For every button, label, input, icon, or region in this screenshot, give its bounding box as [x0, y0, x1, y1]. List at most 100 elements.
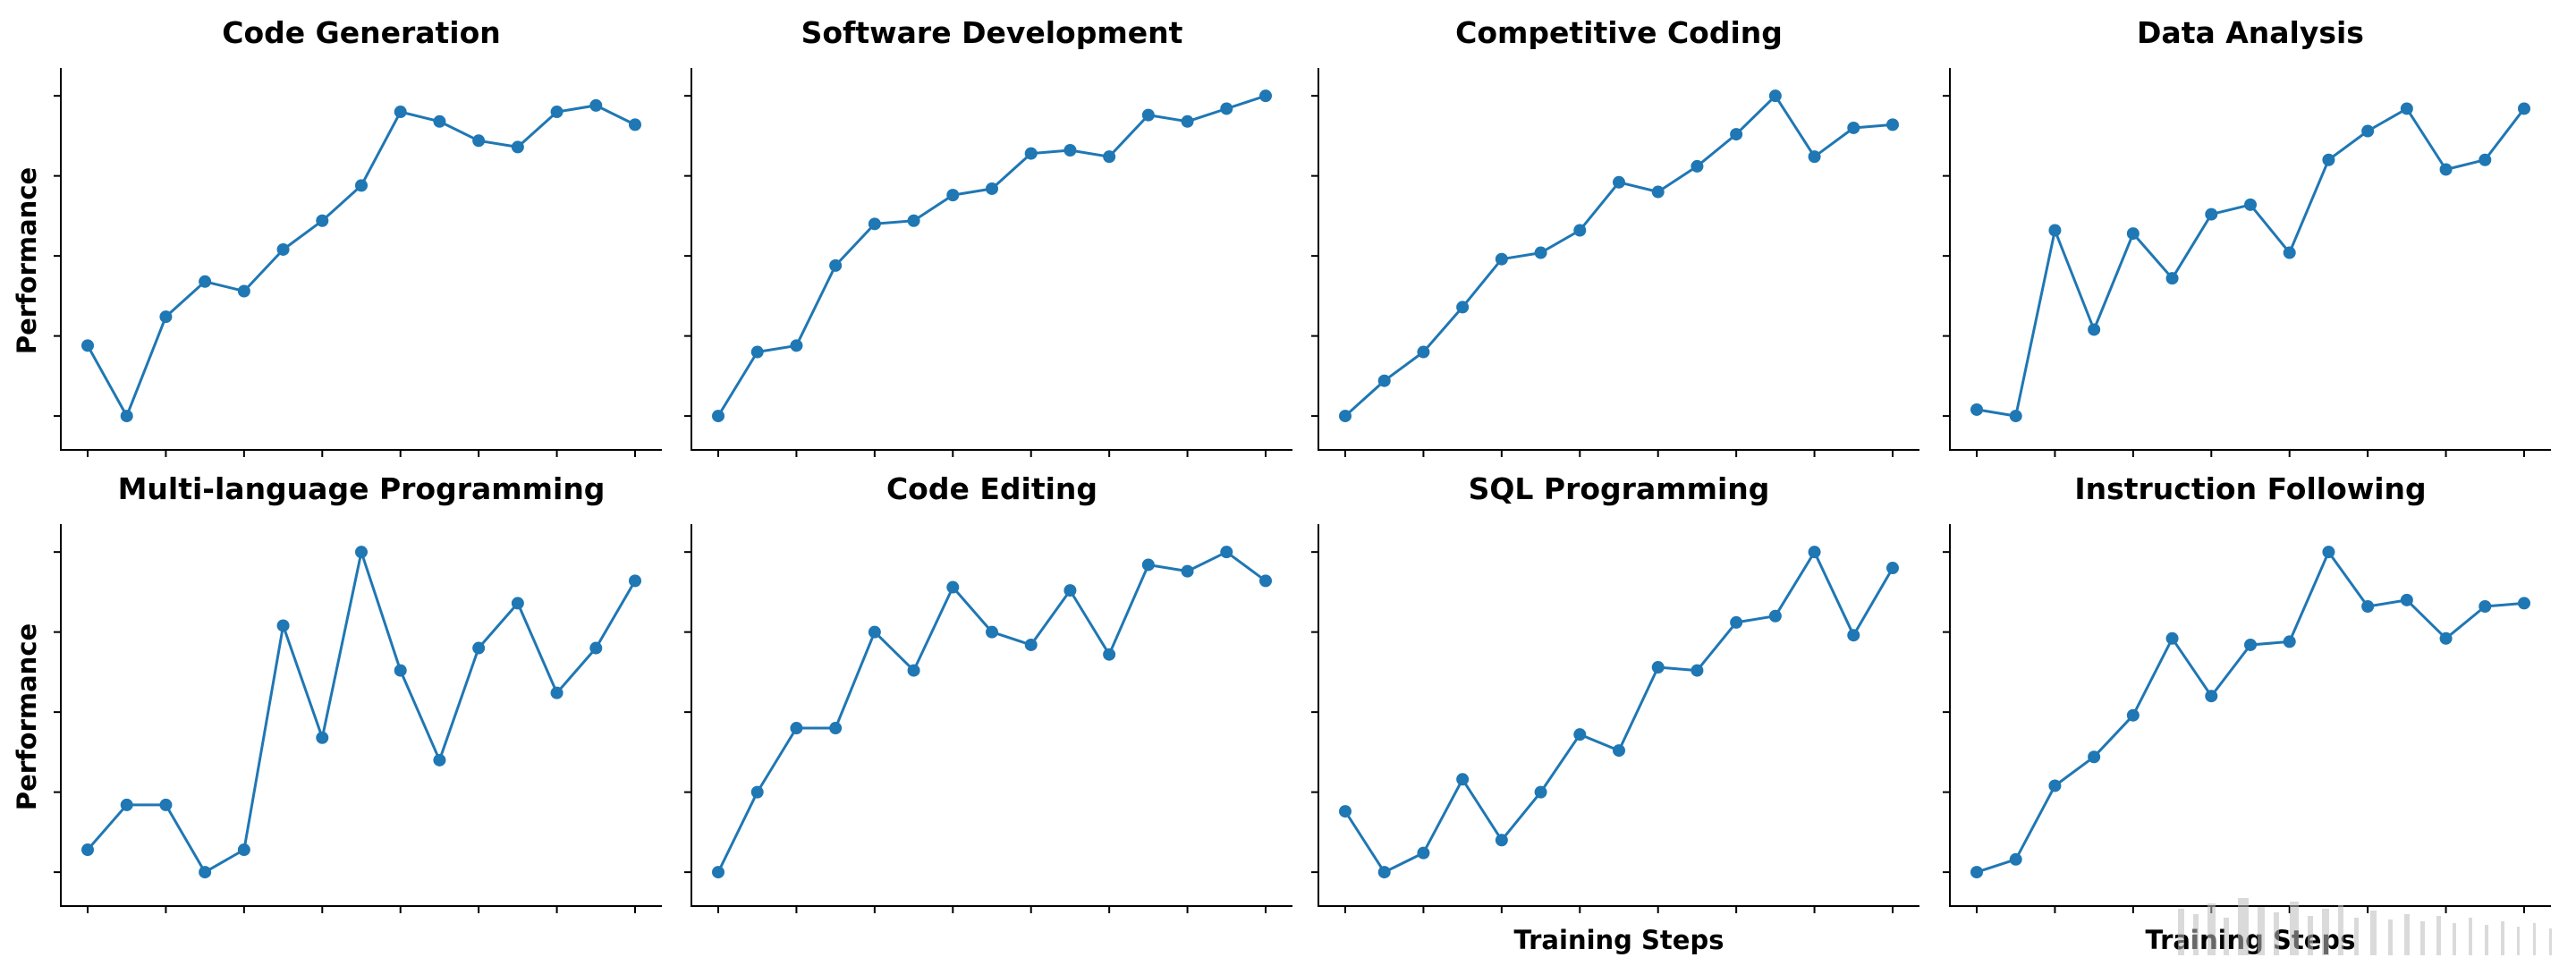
axis-spines [1949, 524, 2551, 907]
data-point [316, 731, 329, 744]
data-point [2439, 631, 2453, 645]
data-point [907, 214, 920, 227]
series-line [716, 94, 1267, 417]
data-point [276, 242, 290, 256]
axis-spines [691, 524, 1292, 907]
data-point [1024, 638, 1038, 651]
series-line [86, 104, 636, 418]
series-line [1976, 550, 2525, 874]
data-point [1024, 147, 1038, 160]
data-point [2479, 600, 2492, 614]
data-point [237, 284, 250, 298]
data-point [1808, 546, 1821, 559]
series-line [86, 550, 637, 874]
data-point [868, 625, 881, 639]
data-point [1690, 664, 1704, 677]
data-point [2244, 638, 2257, 651]
data-point [712, 410, 724, 423]
data-point [986, 625, 998, 639]
data-point [1103, 648, 1116, 661]
data-point [2361, 124, 2375, 138]
data-point [1141, 558, 1155, 572]
data-point [81, 339, 94, 352]
panel-title: Instruction Following [2074, 471, 2426, 506]
data-point [946, 189, 960, 202]
data-point [1495, 834, 1508, 847]
data-point [1573, 728, 1587, 741]
data-point [868, 217, 881, 231]
data-point [511, 140, 524, 154]
data-point [1339, 805, 1352, 818]
data-point [199, 866, 212, 879]
panel-title: Software Development [801, 15, 1183, 50]
data-point [1063, 144, 1077, 157]
data-point [1573, 224, 1587, 237]
data-point [829, 258, 843, 272]
data-point [2479, 153, 2492, 166]
data-point [1768, 609, 1782, 623]
data-point [1141, 108, 1155, 122]
data-point [750, 785, 764, 799]
y-axis-label: Performance [12, 623, 42, 810]
data-point [1970, 866, 1983, 879]
axis-spines [1949, 68, 2551, 451]
data-point [1417, 846, 1430, 860]
data-point [1613, 175, 1625, 189]
data-point [1456, 301, 1470, 314]
x-axis-label: Training Steps [1514, 925, 1724, 955]
data-point [120, 798, 133, 811]
series-line [1343, 94, 1894, 418]
watermark-glyph-bars [2178, 898, 2552, 955]
panel-title: SQL Programming [1469, 471, 1770, 506]
data-point [2400, 593, 2413, 606]
panel-title: Multi-language Programming [118, 471, 606, 506]
data-point [1495, 252, 1508, 266]
axis-spines [60, 524, 662, 907]
data-point [199, 275, 212, 288]
data-point [1417, 345, 1430, 359]
data-point [2322, 546, 2335, 559]
data-point [2361, 600, 2375, 614]
data-point [1339, 410, 1352, 423]
data-point [2518, 597, 2530, 610]
data-point [986, 182, 998, 195]
data-point [2088, 323, 2101, 336]
data-point [2283, 635, 2296, 648]
data-point [1730, 128, 1743, 141]
data-point [2165, 631, 2179, 645]
data-point [394, 106, 407, 119]
data-point [2088, 750, 2101, 764]
data-point [1808, 150, 1821, 164]
chart-panel: Software Development [684, 15, 1292, 457]
data-point [2009, 852, 2022, 866]
data-point [1220, 102, 1233, 115]
series-line [1343, 550, 1894, 874]
axis-spines [60, 68, 662, 451]
data-point [2165, 272, 2179, 285]
panel-title: Code Editing [886, 471, 1097, 506]
data-point [433, 114, 446, 128]
data-point [1377, 866, 1391, 879]
data-point [629, 574, 641, 588]
data-point [511, 597, 524, 610]
data-point [550, 106, 564, 119]
chart-panel: Data Analysis [1943, 15, 2551, 457]
panel-title: Data Analysis [2137, 15, 2364, 50]
data-point [355, 546, 368, 559]
data-point [1970, 402, 1983, 416]
data-point [394, 664, 407, 677]
data-point [1220, 546, 1233, 559]
data-point [120, 410, 133, 423]
data-point [750, 345, 764, 359]
data-point [2322, 153, 2335, 166]
data-point [1534, 785, 1547, 799]
series-line [1976, 107, 2526, 418]
panel-title: Competitive Coding [1455, 15, 1783, 50]
data-point [550, 686, 564, 699]
chart-panel: Code Editing [684, 471, 1292, 913]
data-point [2205, 690, 2218, 703]
axis-spines [1318, 524, 1919, 907]
chart-panel: Competitive Coding [1311, 15, 1919, 457]
data-point [316, 214, 329, 227]
